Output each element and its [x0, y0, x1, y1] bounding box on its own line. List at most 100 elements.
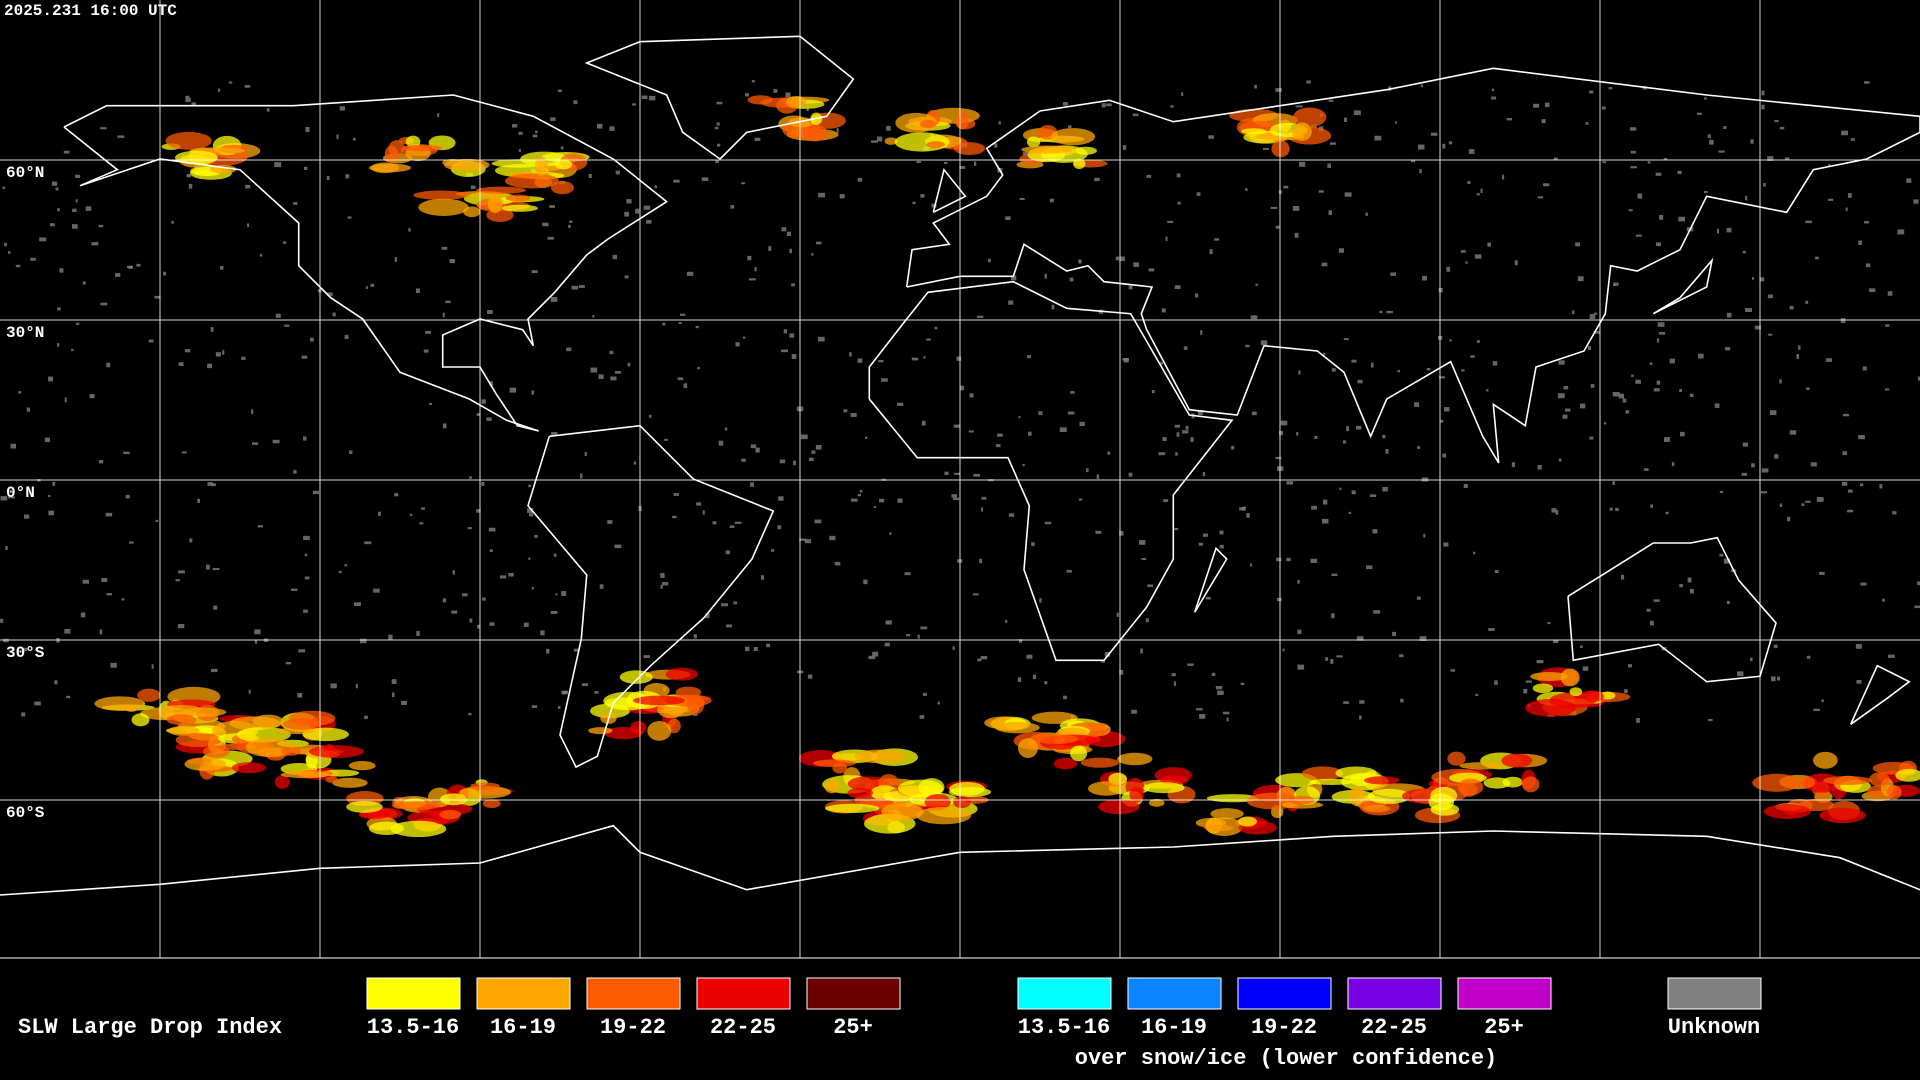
unknown-pixel — [534, 130, 538, 134]
unknown-pixel — [1629, 127, 1637, 131]
unknown-pixel — [1311, 505, 1318, 510]
unknown-pixel — [1679, 431, 1685, 437]
unknown-pixel — [1821, 699, 1824, 703]
unknown-pixel — [1646, 608, 1651, 612]
unknown-pixel — [489, 622, 495, 626]
unknown-pixel — [807, 674, 813, 679]
unknown-pixel — [937, 701, 940, 705]
unknown-pixel — [1628, 209, 1633, 212]
unknown-pixel — [555, 593, 558, 596]
unknown-pixel — [953, 424, 961, 428]
unknown-pixel — [1359, 700, 1365, 704]
unknown-pixel — [1773, 644, 1778, 648]
unknown-pixel — [21, 712, 26, 717]
unknown-pixel — [98, 460, 104, 464]
unknown-pixel — [818, 192, 825, 198]
unknown-pixel — [1628, 664, 1633, 668]
unknown-pixel — [922, 692, 927, 696]
unknown-pixel — [534, 534, 538, 538]
unknown-pixel — [66, 695, 71, 699]
unknown-pixel — [1565, 408, 1571, 412]
slw-patch — [1098, 799, 1140, 815]
unknown-pixel — [1351, 359, 1357, 363]
unknown-pixel — [171, 220, 174, 224]
unknown-pixel — [1563, 385, 1569, 390]
unknown-pixel — [1310, 558, 1318, 563]
unknown-pixel — [850, 412, 857, 417]
unknown-pixel — [1635, 379, 1641, 384]
unknown-pixel — [811, 450, 816, 454]
unknown-pixel — [968, 430, 974, 433]
unknown-pixel — [839, 194, 845, 199]
unknown-pixel — [1582, 666, 1589, 671]
unknown-pixel — [301, 355, 308, 359]
unknown-pixel — [1343, 701, 1350, 704]
unknown-pixel — [528, 484, 532, 488]
unknown-pixel — [344, 334, 349, 340]
unknown-pixel — [1101, 103, 1106, 108]
slw-patch — [1053, 757, 1078, 770]
unknown-pixel — [1558, 360, 1565, 365]
slw-patch — [384, 145, 398, 162]
unknown-pixel — [1689, 393, 1694, 398]
slw-patch — [854, 749, 906, 764]
unknown-pixel — [1717, 228, 1720, 234]
slw-patch — [1501, 753, 1533, 768]
unknown-pixel — [1543, 183, 1550, 187]
unknown-pixel — [1286, 557, 1291, 562]
unknown-pixel — [1726, 312, 1732, 318]
unknown-pixel — [1620, 574, 1625, 580]
unknown-pixel — [215, 352, 221, 357]
unknown-pixel — [1251, 411, 1257, 416]
unknown-pixel — [1601, 106, 1606, 110]
unknown-pixel — [1609, 507, 1613, 511]
unknown-pixel — [63, 150, 70, 154]
unknown-pixel — [1219, 544, 1224, 549]
unknown-pixel — [1443, 542, 1449, 547]
unknown-pixel — [1577, 276, 1584, 282]
unknown-pixel — [481, 399, 486, 404]
unknown-pixel — [744, 93, 749, 97]
unknown-pixel — [1297, 579, 1300, 584]
unknown-pixel — [643, 205, 651, 210]
unknown-pixel — [1240, 682, 1245, 686]
unknown-pixel — [836, 128, 839, 133]
unknown-pixel — [716, 122, 720, 126]
unknown-pixel — [612, 254, 618, 260]
unknown-pixel — [1754, 325, 1762, 330]
unknown-pixel — [811, 252, 814, 256]
unknown-pixel — [1417, 144, 1425, 150]
unknown-pixel — [175, 579, 180, 582]
unknown-pixel — [1027, 431, 1032, 436]
unknown-pixel — [481, 481, 485, 486]
unknown-pixel — [105, 512, 113, 517]
unknown-pixel — [1751, 463, 1755, 468]
unknown-pixel — [251, 409, 254, 415]
unknown-pixel — [394, 493, 399, 497]
unknown-pixel — [1805, 500, 1811, 503]
unknown-pixel — [442, 312, 445, 318]
unknown-pixel — [712, 521, 717, 525]
unknown-pixel — [1276, 597, 1282, 602]
unknown-pixel — [1449, 339, 1452, 342]
unknown-pixel — [1018, 416, 1021, 419]
slw-patch — [94, 696, 146, 711]
unknown-pixel — [1865, 263, 1871, 268]
unknown-pixel — [1649, 362, 1653, 365]
unknown-pixel — [529, 513, 534, 517]
unknown-pixel — [1774, 454, 1779, 459]
unknown-pixel — [1019, 197, 1025, 201]
unknown-pixel — [1195, 708, 1203, 711]
unknown-pixel — [304, 576, 310, 580]
unknown-pixel — [643, 655, 650, 658]
unknown-pixel — [1219, 530, 1224, 535]
unknown-pixel — [364, 541, 372, 545]
unknown-pixel — [1494, 680, 1498, 685]
unknown-pixel — [305, 126, 310, 132]
unknown-pixel — [1840, 318, 1846, 323]
unknown-pixel — [260, 253, 263, 257]
unknown-pixel — [106, 593, 112, 596]
unknown-pixel — [921, 420, 926, 426]
unknown-pixel — [1163, 499, 1169, 503]
unknown-pixel — [1789, 430, 1797, 435]
